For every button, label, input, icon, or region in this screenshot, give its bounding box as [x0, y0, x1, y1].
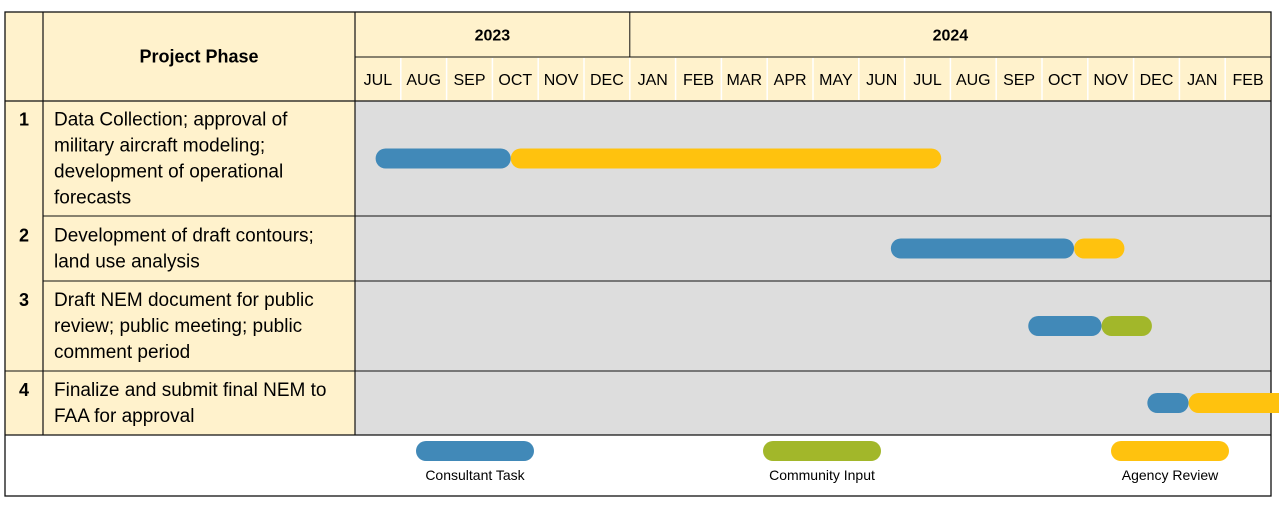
phase-description-line: review; public meeting; public [54, 316, 302, 337]
gantt-bar-agency [1074, 238, 1125, 259]
legend-swatch-consultant [416, 441, 534, 461]
phase-number: 2 [19, 226, 29, 246]
month-label: NOV [1093, 72, 1128, 89]
gantt-bar-consultant [890, 238, 1075, 259]
year-label: 2023 [475, 28, 511, 45]
month-label: AUG [956, 72, 991, 89]
month-label: MAR [727, 72, 763, 89]
legend-swatch-community [763, 441, 881, 461]
phase-description-line: FAA for approval [54, 406, 194, 427]
month-label: MAY [819, 72, 853, 89]
month-label: APR [774, 72, 807, 89]
month-label: JAN [638, 72, 668, 89]
phase-description-line: comment period [54, 342, 190, 363]
phase-description-line: Finalize and submit final NEM to [54, 380, 326, 401]
legend-label: Consultant Task [425, 467, 525, 483]
legend-label: Agency Review [1122, 467, 1219, 483]
month-label: FEB [1233, 72, 1264, 89]
phase-description-line: military aircraft modeling; [54, 136, 265, 157]
year-label: 2024 [933, 28, 969, 45]
month-label: FEB [683, 72, 714, 89]
month-label: JUL [913, 72, 942, 89]
phase-description-line: development of operational [54, 162, 283, 183]
phase-number: 3 [19, 290, 29, 310]
month-label: SEP [1003, 72, 1035, 89]
phase-description-line: land use analysis [54, 252, 200, 273]
phase-description-line: Data Collection; approval of [54, 110, 288, 131]
gantt-bar-agency [1188, 393, 1279, 413]
month-label: DEC [1140, 72, 1174, 89]
legend-swatch-agency [1111, 441, 1229, 461]
gantt-bar-community [1101, 316, 1152, 336]
phase-description-line: Development of draft contours; [54, 226, 314, 247]
legend-label: Community Input [769, 467, 875, 483]
month-label: SEP [453, 72, 485, 89]
month-label: OCT [1048, 72, 1082, 89]
month-label: NOV [544, 72, 579, 89]
month-label: DEC [590, 72, 624, 89]
month-label: JUL [364, 72, 393, 89]
gantt-bar-agency [510, 148, 942, 169]
gantt-bar-consultant [375, 148, 511, 169]
phase-number: 4 [19, 380, 29, 400]
gantt-bar-consultant [1028, 316, 1102, 336]
month-label: JUN [866, 72, 897, 89]
month-label: JAN [1187, 72, 1217, 89]
phase-number: 1 [19, 110, 29, 130]
gantt-bar-consultant [1147, 393, 1189, 413]
phase-description-line: Draft NEM document for public [54, 290, 314, 311]
phase-column-header: Project Phase [139, 47, 258, 67]
phase-description-line: forecasts [54, 188, 131, 209]
month-label: OCT [498, 72, 532, 89]
month-label: AUG [406, 72, 441, 89]
